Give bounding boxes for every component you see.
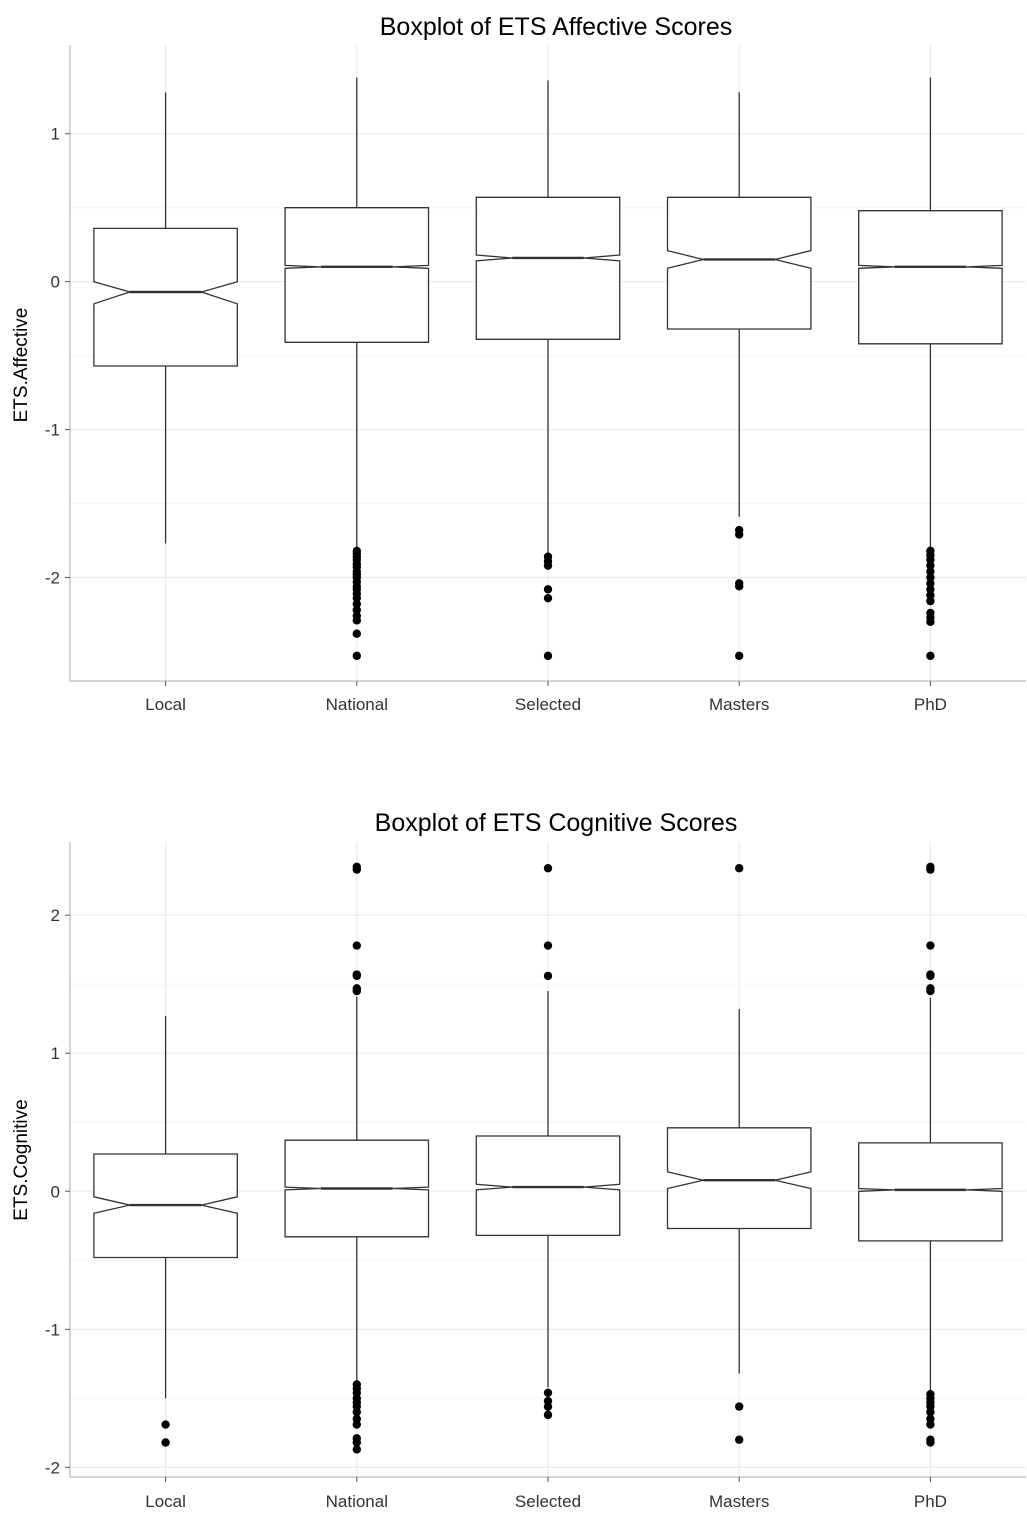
y-tick-label: 1 — [51, 125, 60, 144]
outlier-point — [352, 862, 361, 872]
x-tick-label-selected: Selected — [515, 695, 581, 714]
outlier-point — [926, 1407, 935, 1417]
outlier-point — [735, 1435, 744, 1444]
box-selected-affective — [475, 80, 621, 661]
outlier-point — [352, 599, 361, 609]
box-body — [858, 210, 1003, 345]
outlier-point — [352, 616, 361, 625]
x-tick-label-masters: Masters — [709, 695, 769, 714]
outlier-point — [926, 585, 935, 594]
box-national-affective — [284, 77, 430, 661]
x-tick-label-phd: PhD — [914, 695, 947, 714]
x-tick-label-national: National — [326, 695, 388, 714]
plot-area-cognitive: 2 1 0 -1 -2 Local National Selected Masters PhD — [45, 842, 1026, 1511]
outlier-point — [735, 530, 744, 539]
box-masters-cognitive — [666, 864, 812, 1444]
outlier-point — [926, 579, 935, 588]
x-tick-label-local: Local — [145, 1492, 186, 1511]
chart-title-cognitive: Boxplot of ETS Cognitive Scores — [375, 809, 738, 837]
outlier-point — [352, 605, 361, 615]
outlier-point — [352, 651, 361, 661]
x-tick-label-national: National — [326, 1492, 388, 1511]
y-tick-label: 0 — [51, 273, 60, 292]
outlier-point — [543, 593, 553, 603]
y-tick-label: -2 — [45, 1458, 60, 1477]
x-tick-label-masters: Masters — [709, 1492, 769, 1511]
outlier-point — [926, 573, 935, 582]
outlier-point — [926, 970, 935, 979]
box-national-cognitive — [284, 862, 430, 1454]
box-body — [666, 1127, 812, 1230]
y-tick-label: -1 — [45, 421, 60, 440]
outlier-point — [352, 593, 361, 603]
outlier-point — [926, 561, 935, 570]
outlier-point — [735, 651, 744, 661]
y-axis-label-cognitive: ETS.Cognitive — [11, 1099, 32, 1220]
chart-affective: Boxplot of ETS Affective Scores ETS.Affe… — [11, 13, 1026, 714]
outlier-point — [926, 941, 935, 950]
y-tick-label: -2 — [45, 568, 60, 587]
box-body — [475, 1135, 621, 1237]
box-local-cognitive — [93, 1015, 238, 1447]
outlier-point — [543, 651, 553, 661]
plot-area-affective: 1 0 -1 -2 Local National Selected Masters PhD — [45, 45, 1026, 714]
box-body — [858, 1142, 1003, 1242]
outlier-point — [161, 1420, 170, 1429]
outlier-point — [735, 582, 744, 591]
chart-cognitive: Boxplot of ETS Cognitive Scores ETS.Cogn… — [11, 809, 1026, 1511]
y-tick-label: -1 — [45, 1320, 60, 1339]
outlier-point — [352, 1407, 361, 1417]
y-axis-label-affective: ETS.Affective — [11, 308, 32, 423]
outlier-point — [926, 1438, 935, 1447]
box-phd-affective — [858, 77, 1003, 661]
x-tick-label-local: Local — [145, 695, 186, 714]
x-tick-label-selected: Selected — [515, 1492, 581, 1511]
box-phd-cognitive — [858, 862, 1003, 1447]
outlier-point — [352, 1445, 361, 1454]
box-body — [475, 196, 621, 340]
outlier-point — [926, 596, 935, 606]
outlier-point — [926, 567, 935, 576]
outlier-point — [543, 561, 553, 570]
outlier-point — [926, 984, 935, 993]
outlier-point — [735, 1402, 744, 1411]
outlier-point — [352, 941, 361, 950]
y-tick-label: 1 — [51, 1044, 60, 1063]
outlier-point — [735, 864, 744, 873]
outlier-point — [352, 1438, 361, 1447]
outlier-point — [926, 651, 935, 661]
outlier-point — [352, 970, 361, 979]
outlier-point — [543, 1410, 553, 1420]
box-body — [93, 227, 238, 367]
outlier-point — [543, 864, 553, 873]
x-tick-label-phd: PhD — [914, 1492, 947, 1511]
y-tick-label: 2 — [51, 906, 60, 925]
box-body — [666, 196, 812, 330]
outlier-point — [926, 591, 935, 600]
outlier-point — [926, 555, 935, 564]
outlier-point — [352, 984, 361, 993]
outlier-point — [543, 941, 553, 950]
outlier-point — [543, 1402, 553, 1411]
box-local-affective — [93, 92, 238, 544]
outlier-point — [352, 629, 361, 638]
outlier-point — [926, 617, 935, 627]
outlier-point — [543, 1388, 553, 1397]
outlier-point — [352, 1420, 361, 1429]
outlier-point — [926, 862, 935, 872]
box-selected-cognitive — [475, 864, 621, 1420]
box-body — [284, 207, 430, 343]
box-masters-affective — [666, 92, 812, 661]
outlier-point — [161, 1438, 170, 1447]
outlier-point — [543, 971, 553, 981]
outlier-point — [543, 585, 553, 594]
y-tick-label: 0 — [51, 1182, 60, 1201]
chart-title-affective: Boxplot of ETS Affective Scores — [380, 13, 733, 41]
outlier-point — [926, 1420, 935, 1429]
